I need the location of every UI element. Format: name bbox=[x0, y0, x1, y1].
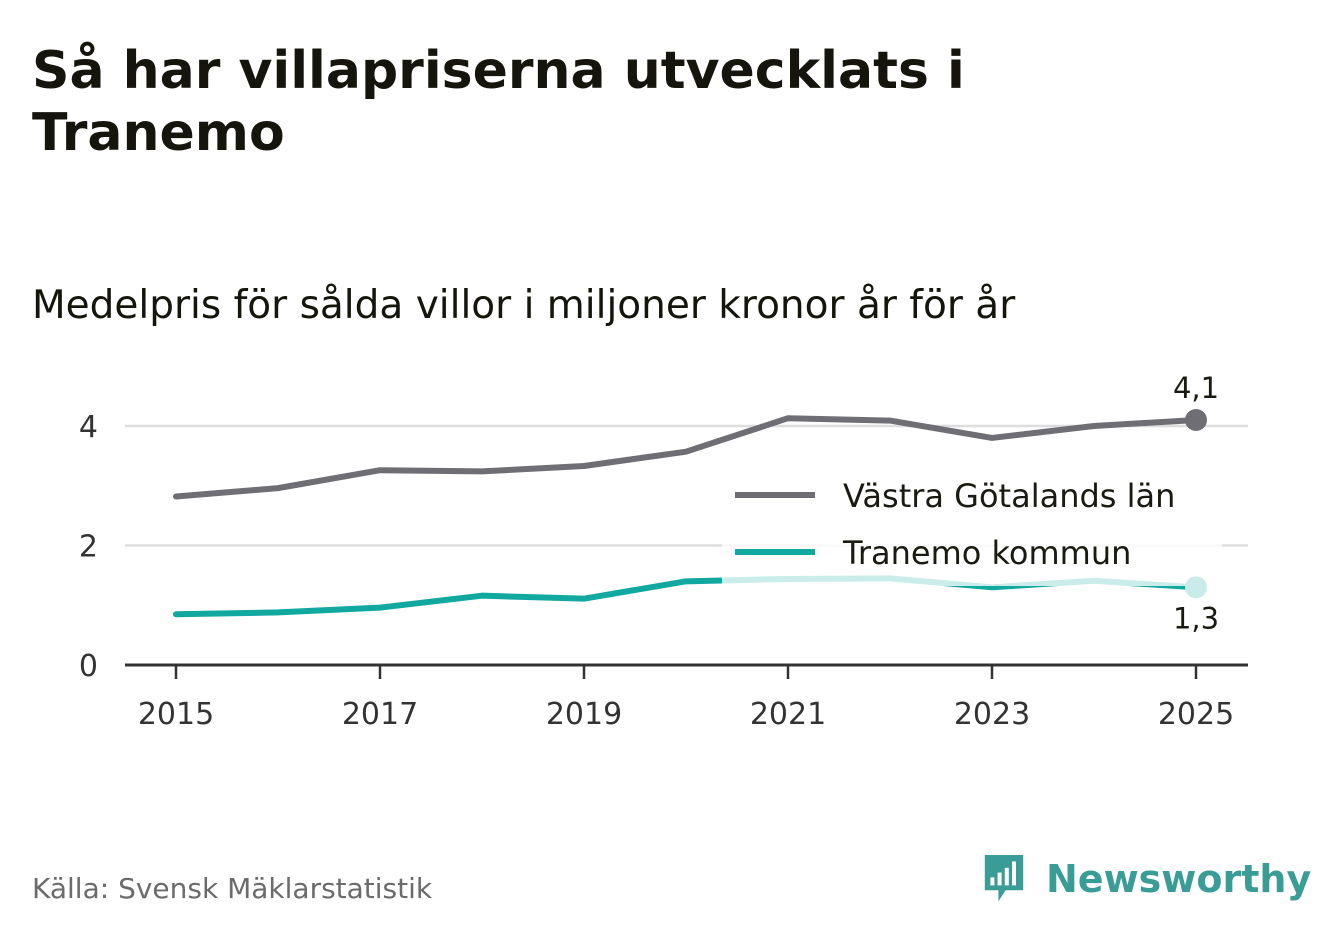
legend-label-municipality: Tranemo kommun bbox=[842, 534, 1131, 572]
y-tick-label: 4 bbox=[79, 410, 98, 445]
chart-subtitle: Medelpris för sålda villor i miljoner kr… bbox=[32, 283, 1016, 328]
x-tick-label: 2025 bbox=[1158, 697, 1234, 732]
y-tick-label: 2 bbox=[79, 529, 98, 564]
end-annotations: 4,1 1,3 bbox=[1173, 371, 1219, 635]
brand-name: Newsworthy bbox=[1046, 857, 1312, 901]
newsworthy-logo: Newsworthy bbox=[980, 848, 1311, 910]
end-value-label-region: 4,1 bbox=[1173, 371, 1219, 405]
x-tick-label: 2023 bbox=[954, 697, 1030, 732]
y-axis-ticks: 0 2 4 bbox=[79, 410, 98, 684]
chart-title: Så har villapriserna utvecklats i Tranem… bbox=[32, 41, 965, 163]
end-point-municipality bbox=[1185, 576, 1207, 599]
series-line-region bbox=[173, 415, 1199, 500]
y-tick-label: 0 bbox=[79, 649, 98, 684]
legend-label-region: Västra Götalands län bbox=[843, 477, 1175, 515]
end-point-region bbox=[1185, 409, 1207, 431]
x-axis-ticks: 2015 2017 2019 2021 2023 2025 bbox=[138, 697, 1234, 732]
legend: Västra Götalands län Tranemo kommun bbox=[722, 460, 1222, 586]
x-tick-label: 2019 bbox=[546, 697, 622, 732]
source-note: Källa: Svensk Mäklarstatistik bbox=[32, 872, 433, 905]
bar-chart-speech-icon bbox=[984, 855, 1024, 902]
x-tick-label: 2015 bbox=[138, 697, 214, 732]
legend-background bbox=[722, 460, 1222, 586]
end-value-label-municipality: 1,3 bbox=[1173, 601, 1219, 635]
x-tick-label: 2021 bbox=[750, 697, 826, 732]
x-tick-label: 2017 bbox=[342, 697, 418, 732]
